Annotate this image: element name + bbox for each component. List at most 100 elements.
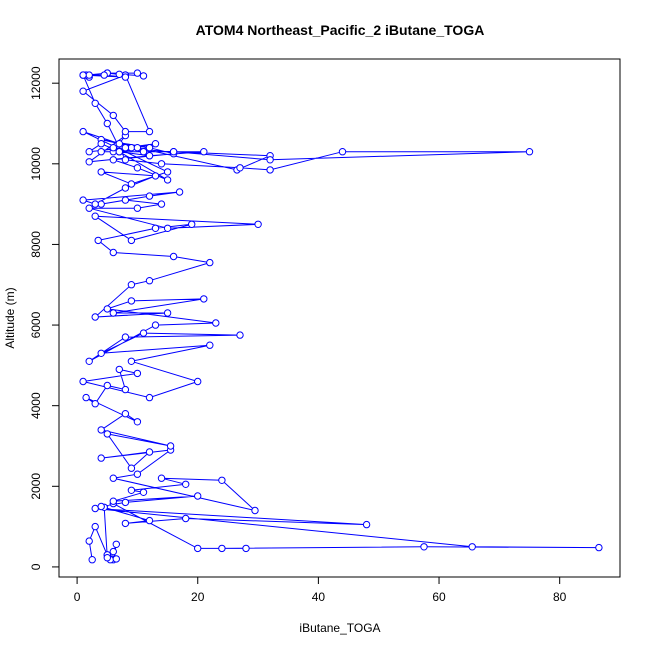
data-point [97, 502, 105, 511]
data-point [127, 464, 136, 472]
data-point [251, 506, 259, 515]
y-tick-label: 4000 [29, 392, 43, 419]
data-point [182, 514, 190, 523]
data-point [525, 148, 534, 156]
data-point [103, 381, 112, 390]
data-point [145, 127, 154, 136]
data-point [97, 200, 105, 208]
data-point [133, 204, 142, 212]
data-point [151, 140, 160, 148]
data-point [266, 166, 274, 174]
data-point [145, 393, 154, 402]
data-point [206, 341, 214, 349]
data-point [115, 70, 124, 79]
data-point [121, 196, 130, 204]
data-point [194, 492, 202, 500]
data-point [139, 329, 148, 337]
data-point [97, 168, 105, 176]
data-point [91, 200, 99, 208]
data-point [212, 319, 220, 327]
data-point [139, 72, 148, 80]
data-point [145, 144, 154, 152]
data-point [97, 349, 105, 357]
y-tick-label: 10000 [29, 147, 43, 181]
data-point [139, 148, 148, 156]
data-point [97, 148, 105, 156]
data-point [85, 204, 93, 212]
data-point [133, 144, 142, 152]
data-point [145, 152, 154, 160]
x-axis-label: iButane_TOGA [299, 621, 380, 635]
y-tick-label: 0 [29, 563, 43, 570]
y-axis-label: Altitude (m) [3, 287, 17, 348]
data-point [79, 196, 87, 204]
data-point [420, 543, 428, 551]
data-point [103, 430, 112, 438]
data-point [266, 156, 274, 164]
data-point [218, 544, 226, 553]
data-point [121, 333, 130, 341]
data-point [97, 140, 105, 148]
data-point [109, 474, 118, 482]
data-point [112, 555, 121, 563]
data-point [97, 426, 105, 434]
data-point [85, 71, 93, 79]
x-tick-label: 60 [432, 590, 446, 604]
data-point [145, 448, 154, 456]
data-point [175, 188, 184, 196]
data-point [163, 309, 172, 317]
data-point [139, 488, 148, 496]
x-tick-label: 0 [74, 590, 81, 604]
data-point [121, 410, 130, 418]
y-tick-label: 8000 [29, 231, 43, 258]
data-point [254, 220, 262, 229]
data-point [188, 220, 196, 229]
data-point [169, 252, 178, 261]
data-point [121, 498, 130, 507]
data-point [91, 504, 99, 513]
data-point [115, 365, 124, 374]
series-line [82, 72, 599, 561]
data-point [121, 385, 130, 394]
data-point [88, 556, 96, 564]
data-point [127, 357, 136, 365]
data-point [121, 73, 130, 81]
data-point [109, 309, 118, 317]
data-point [109, 547, 118, 556]
data-point [468, 543, 476, 551]
data-point [85, 158, 93, 166]
data-point [97, 454, 105, 462]
data-point [103, 554, 112, 562]
data-point [79, 87, 87, 95]
series-layer [79, 69, 603, 564]
data-point [121, 156, 130, 164]
data-point [163, 176, 172, 184]
data-point [121, 144, 130, 152]
data-point [109, 144, 118, 152]
data-point [91, 400, 99, 408]
y-axis: 0 2000 4000 6000 8000 10000 12000 [29, 66, 60, 570]
data-point [91, 522, 99, 531]
data-point [151, 321, 160, 329]
data-point [133, 418, 142, 426]
data-point [127, 236, 136, 245]
data-point [151, 172, 160, 180]
data-point [127, 297, 136, 305]
data-point [115, 148, 124, 156]
data-point [91, 212, 99, 220]
x-tick-label: 80 [553, 590, 567, 604]
data-point [91, 99, 99, 108]
data-point [100, 71, 108, 79]
data-point [200, 295, 208, 303]
chart-title: ATOM4 Northeast_Pacific_2 iButane_TOGA [196, 22, 485, 38]
data-point [109, 156, 118, 164]
data-point [206, 258, 214, 267]
y-tick-label: 6000 [29, 311, 43, 338]
y-tick-label: 2000 [29, 473, 43, 500]
data-point [163, 168, 172, 176]
data-point [109, 497, 118, 505]
data-point [121, 519, 130, 528]
data-point [109, 248, 118, 257]
data-point [85, 537, 93, 545]
